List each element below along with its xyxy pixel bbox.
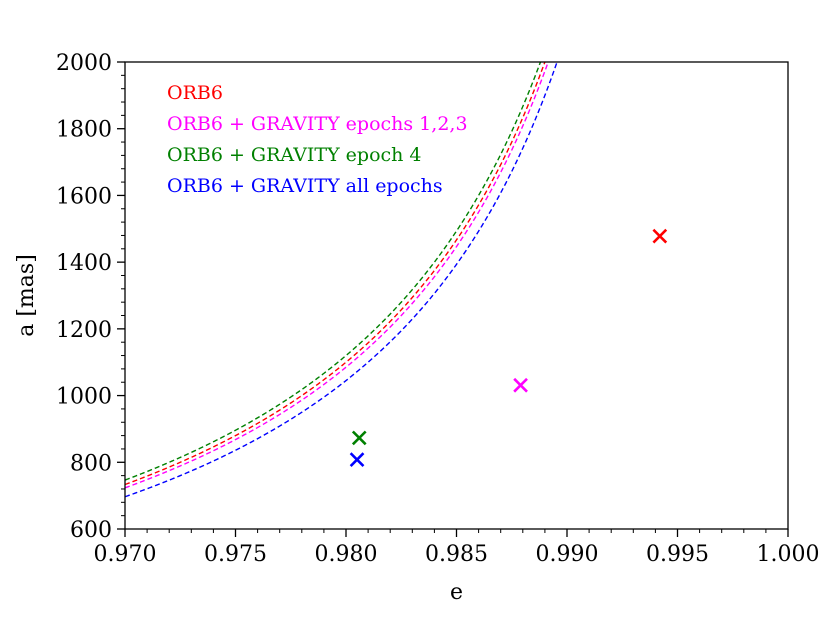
legend-entry-all-epochs: ORB6 + GRAVITY all epochs (167, 175, 443, 197)
y-tick-label: 2000 (56, 51, 112, 76)
x-tick-label: 0.985 (425, 542, 488, 567)
series-marker-3 (349, 452, 365, 467)
legend-entry-epoch-4: ORB6 + GRAVITY epoch 4 (167, 144, 422, 166)
x-tick-label: 0.970 (94, 542, 157, 567)
x-tick-label: 1.000 (757, 542, 820, 567)
y-tick-label: 800 (70, 451, 112, 476)
x-tick-label: 0.990 (536, 542, 599, 567)
y-tick-label: 1000 (56, 385, 112, 410)
series-curve-0 (125, 62, 546, 486)
y-tick-label: 1400 (56, 251, 112, 276)
series-curve-3 (125, 62, 558, 498)
legend-entry-orb6: ORB6 (167, 82, 223, 104)
x-axis-title: e (450, 580, 463, 605)
ticks-layer (117, 61, 789, 537)
x-tick-label: 0.980 (315, 542, 378, 567)
y-tick-label: 600 (70, 518, 112, 543)
legend-entry-epochs-123: ORB6 + GRAVITY epochs 1,2,3 (167, 113, 468, 135)
series-marker-1 (513, 377, 528, 393)
plot-frame (124, 61, 789, 530)
plot-background (125, 62, 788, 529)
y-tick-label: 1800 (56, 118, 112, 143)
y-axis-title: a [mas] (14, 254, 39, 337)
y-tick-label: 1200 (56, 318, 112, 343)
markers-layer (349, 228, 668, 467)
legend: ORB6 ORB6 + GRAVITY epochs 1,2,3 ORB6 + … (167, 82, 468, 197)
y-tick-label: 1600 (56, 184, 112, 209)
series-marker-2 (351, 430, 367, 446)
x-tick-label: 0.995 (646, 542, 709, 567)
tick-labels-layer: 0.970 0.975 0.980 0.985 0.990 0.995 1.000 600 80… (56, 51, 819, 567)
series-curve-2 (125, 62, 542, 481)
series-curve-1 (125, 62, 549, 489)
x-tick-label: 0.975 (204, 542, 267, 567)
series-marker-0 (652, 228, 668, 244)
curves-layer (125, 62, 558, 498)
